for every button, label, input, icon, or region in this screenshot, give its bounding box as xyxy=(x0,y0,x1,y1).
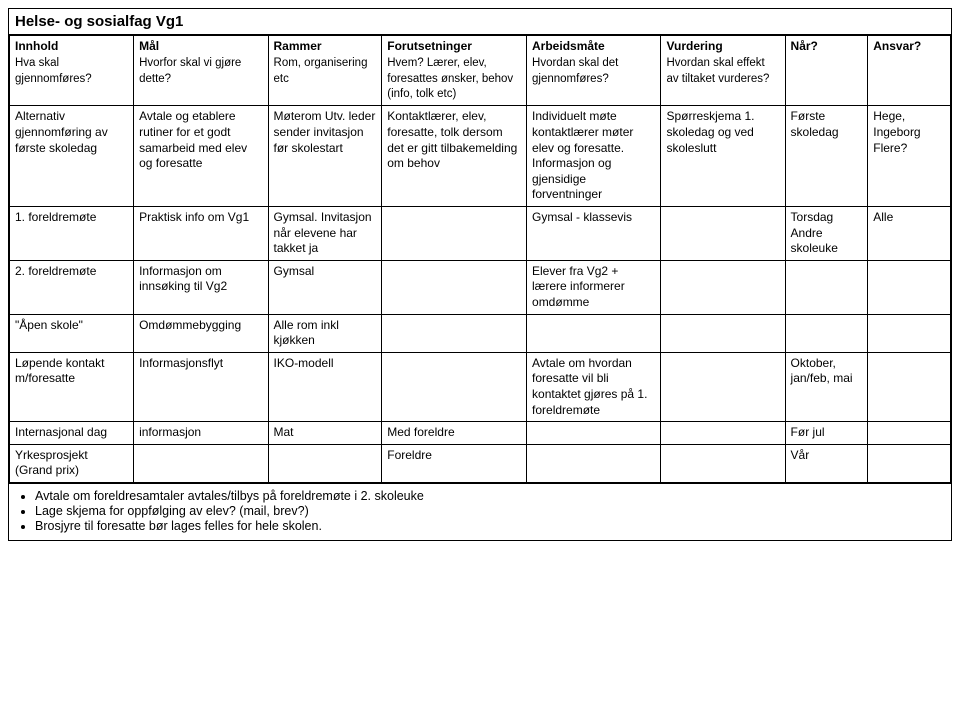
cell: Elever fra Vg2 + lærere informerer omdøm… xyxy=(527,260,661,314)
cell: Vår xyxy=(785,444,868,482)
table-row: Internasjonal dag informasjon Mat Med fo… xyxy=(10,422,951,445)
header-main: Innhold xyxy=(15,39,58,53)
cell: Informasjon om innsøking til Vg2 xyxy=(134,260,268,314)
header-main: Arbeidsmåte xyxy=(532,39,605,53)
header-main: Vurdering xyxy=(666,39,722,53)
cell: "Åpen skole" xyxy=(10,314,134,352)
main-table: Innhold Hva skal gjennomføres? Mål Hvorf… xyxy=(9,35,951,483)
cell: Før jul xyxy=(785,422,868,445)
cell xyxy=(661,352,785,421)
cell: informasjon xyxy=(134,422,268,445)
header-row: Innhold Hva skal gjennomføres? Mål Hvorf… xyxy=(10,36,951,106)
cell xyxy=(661,314,785,352)
cell xyxy=(134,444,268,482)
cell xyxy=(527,422,661,445)
header-innhold: Innhold Hva skal gjennomføres? xyxy=(10,36,134,106)
cell xyxy=(382,260,527,314)
cell: Mat xyxy=(268,422,382,445)
cell xyxy=(527,444,661,482)
cell xyxy=(868,314,951,352)
list-item: Brosjyre til foresatte bør lages felles … xyxy=(35,519,945,533)
cell: Første skoledag xyxy=(785,106,868,207)
cell xyxy=(661,444,785,482)
table-row: Løpende kontakt m/foresatte Informasjons… xyxy=(10,352,951,421)
header-vurdering: Vurdering Hvordan skal effekt av tiltake… xyxy=(661,36,785,106)
document-table: Helse- og sosialfag Vg1 Innhold Hva skal… xyxy=(8,8,952,541)
header-main: Mål xyxy=(139,39,159,53)
header-main: Rammer xyxy=(274,39,322,53)
header-forutsetninger: Forutsetninger Hvem? Lærer, elev, foresa… xyxy=(382,36,527,106)
table-row: 1. foreldremøte Praktisk info om Vg1 Gym… xyxy=(10,206,951,260)
cell xyxy=(785,314,868,352)
header-sub: Hvordan skal effekt av tiltaket vurderes… xyxy=(666,57,769,85)
cell xyxy=(661,260,785,314)
cell: IKO-modell xyxy=(268,352,382,421)
cell: Alle xyxy=(868,206,951,260)
cell: Internasjonal dag xyxy=(10,422,134,445)
cell: Kontaktlærer, elev, foresatte, tolk ders… xyxy=(382,106,527,207)
cell xyxy=(868,444,951,482)
cell: Avtale og etablere rutiner for et godt s… xyxy=(134,106,268,207)
header-sub: Hvordan skal det gjennomføres? xyxy=(532,57,618,85)
header-main: Når? xyxy=(791,39,818,53)
cell: 1. foreldremøte xyxy=(10,206,134,260)
cell: Praktisk info om Vg1 xyxy=(134,206,268,260)
cell: Informasjonsflyt xyxy=(134,352,268,421)
cell xyxy=(382,352,527,421)
cell: Oktober, jan/feb, mai xyxy=(785,352,868,421)
header-ansvar: Ansvar? xyxy=(868,36,951,106)
cell xyxy=(785,260,868,314)
cell xyxy=(382,314,527,352)
cell xyxy=(868,352,951,421)
cell: Alternativ gjennomføring av første skole… xyxy=(10,106,134,207)
page-title: Helse- og sosialfag Vg1 xyxy=(9,9,951,35)
cell: Avtale om hvordan foresatte vil bli kont… xyxy=(527,352,661,421)
cell: Omdømmebygging xyxy=(134,314,268,352)
table-body: Alternativ gjennomføring av første skole… xyxy=(10,106,951,482)
header-sub: Hva skal gjennomføres? xyxy=(15,57,92,85)
list-item: Avtale om foreldresamtaler avtales/tilby… xyxy=(35,489,945,503)
header-naar: Når? xyxy=(785,36,868,106)
cell xyxy=(268,444,382,482)
header-arbeidsmaate: Arbeidsmåte Hvordan skal det gjennomføre… xyxy=(527,36,661,106)
cell: Gymsal. Invitasjon når elevene har takke… xyxy=(268,206,382,260)
cell: Gymsal - klassevis xyxy=(527,206,661,260)
header-maal: Mål Hvorfor skal vi gjøre dette? xyxy=(134,36,268,106)
header-rammer: Rammer Rom, organisering etc xyxy=(268,36,382,106)
cell: Møterom Utv. leder sender invitasjon før… xyxy=(268,106,382,207)
cell xyxy=(382,206,527,260)
cell xyxy=(868,260,951,314)
cell: 2. foreldremøte xyxy=(10,260,134,314)
cell: Med foreldre xyxy=(382,422,527,445)
header-main: Ansvar? xyxy=(873,39,921,53)
list-item: Lage skjema for oppfølging av elev? (mai… xyxy=(35,504,945,518)
header-sub: Rom, organisering etc xyxy=(274,57,368,85)
header-sub: Hvorfor skal vi gjøre dette? xyxy=(139,57,241,85)
bullet-list: Avtale om foreldresamtaler avtales/tilby… xyxy=(9,483,951,540)
cell xyxy=(527,314,661,352)
cell xyxy=(661,206,785,260)
cell: Torsdag Andre skoleuke xyxy=(785,206,868,260)
cell: Gymsal xyxy=(268,260,382,314)
cell: Foreldre xyxy=(382,444,527,482)
cell: Løpende kontakt m/foresatte xyxy=(10,352,134,421)
table-row: Yrkesprosjekt (Grand prix) Foreldre Vår xyxy=(10,444,951,482)
cell: Individuelt møte kontaktlærer møter elev… xyxy=(527,106,661,207)
cell: Spørreskjema 1. skoledag og ved skoleslu… xyxy=(661,106,785,207)
cell: Yrkesprosjekt (Grand prix) xyxy=(10,444,134,482)
table-row: 2. foreldremøte Informasjon om innsøking… xyxy=(10,260,951,314)
table-row: Alternativ gjennomføring av første skole… xyxy=(10,106,951,207)
cell: Hege, Ingeborg Flere? xyxy=(868,106,951,207)
header-main: Forutsetninger xyxy=(387,39,472,53)
cell: Alle rom inkl kjøkken xyxy=(268,314,382,352)
cell xyxy=(868,422,951,445)
cell xyxy=(661,422,785,445)
header-sub: Hvem? Lærer, elev, foresattes ønsker, be… xyxy=(387,57,513,101)
table-row: "Åpen skole" Omdømmebygging Alle rom ink… xyxy=(10,314,951,352)
